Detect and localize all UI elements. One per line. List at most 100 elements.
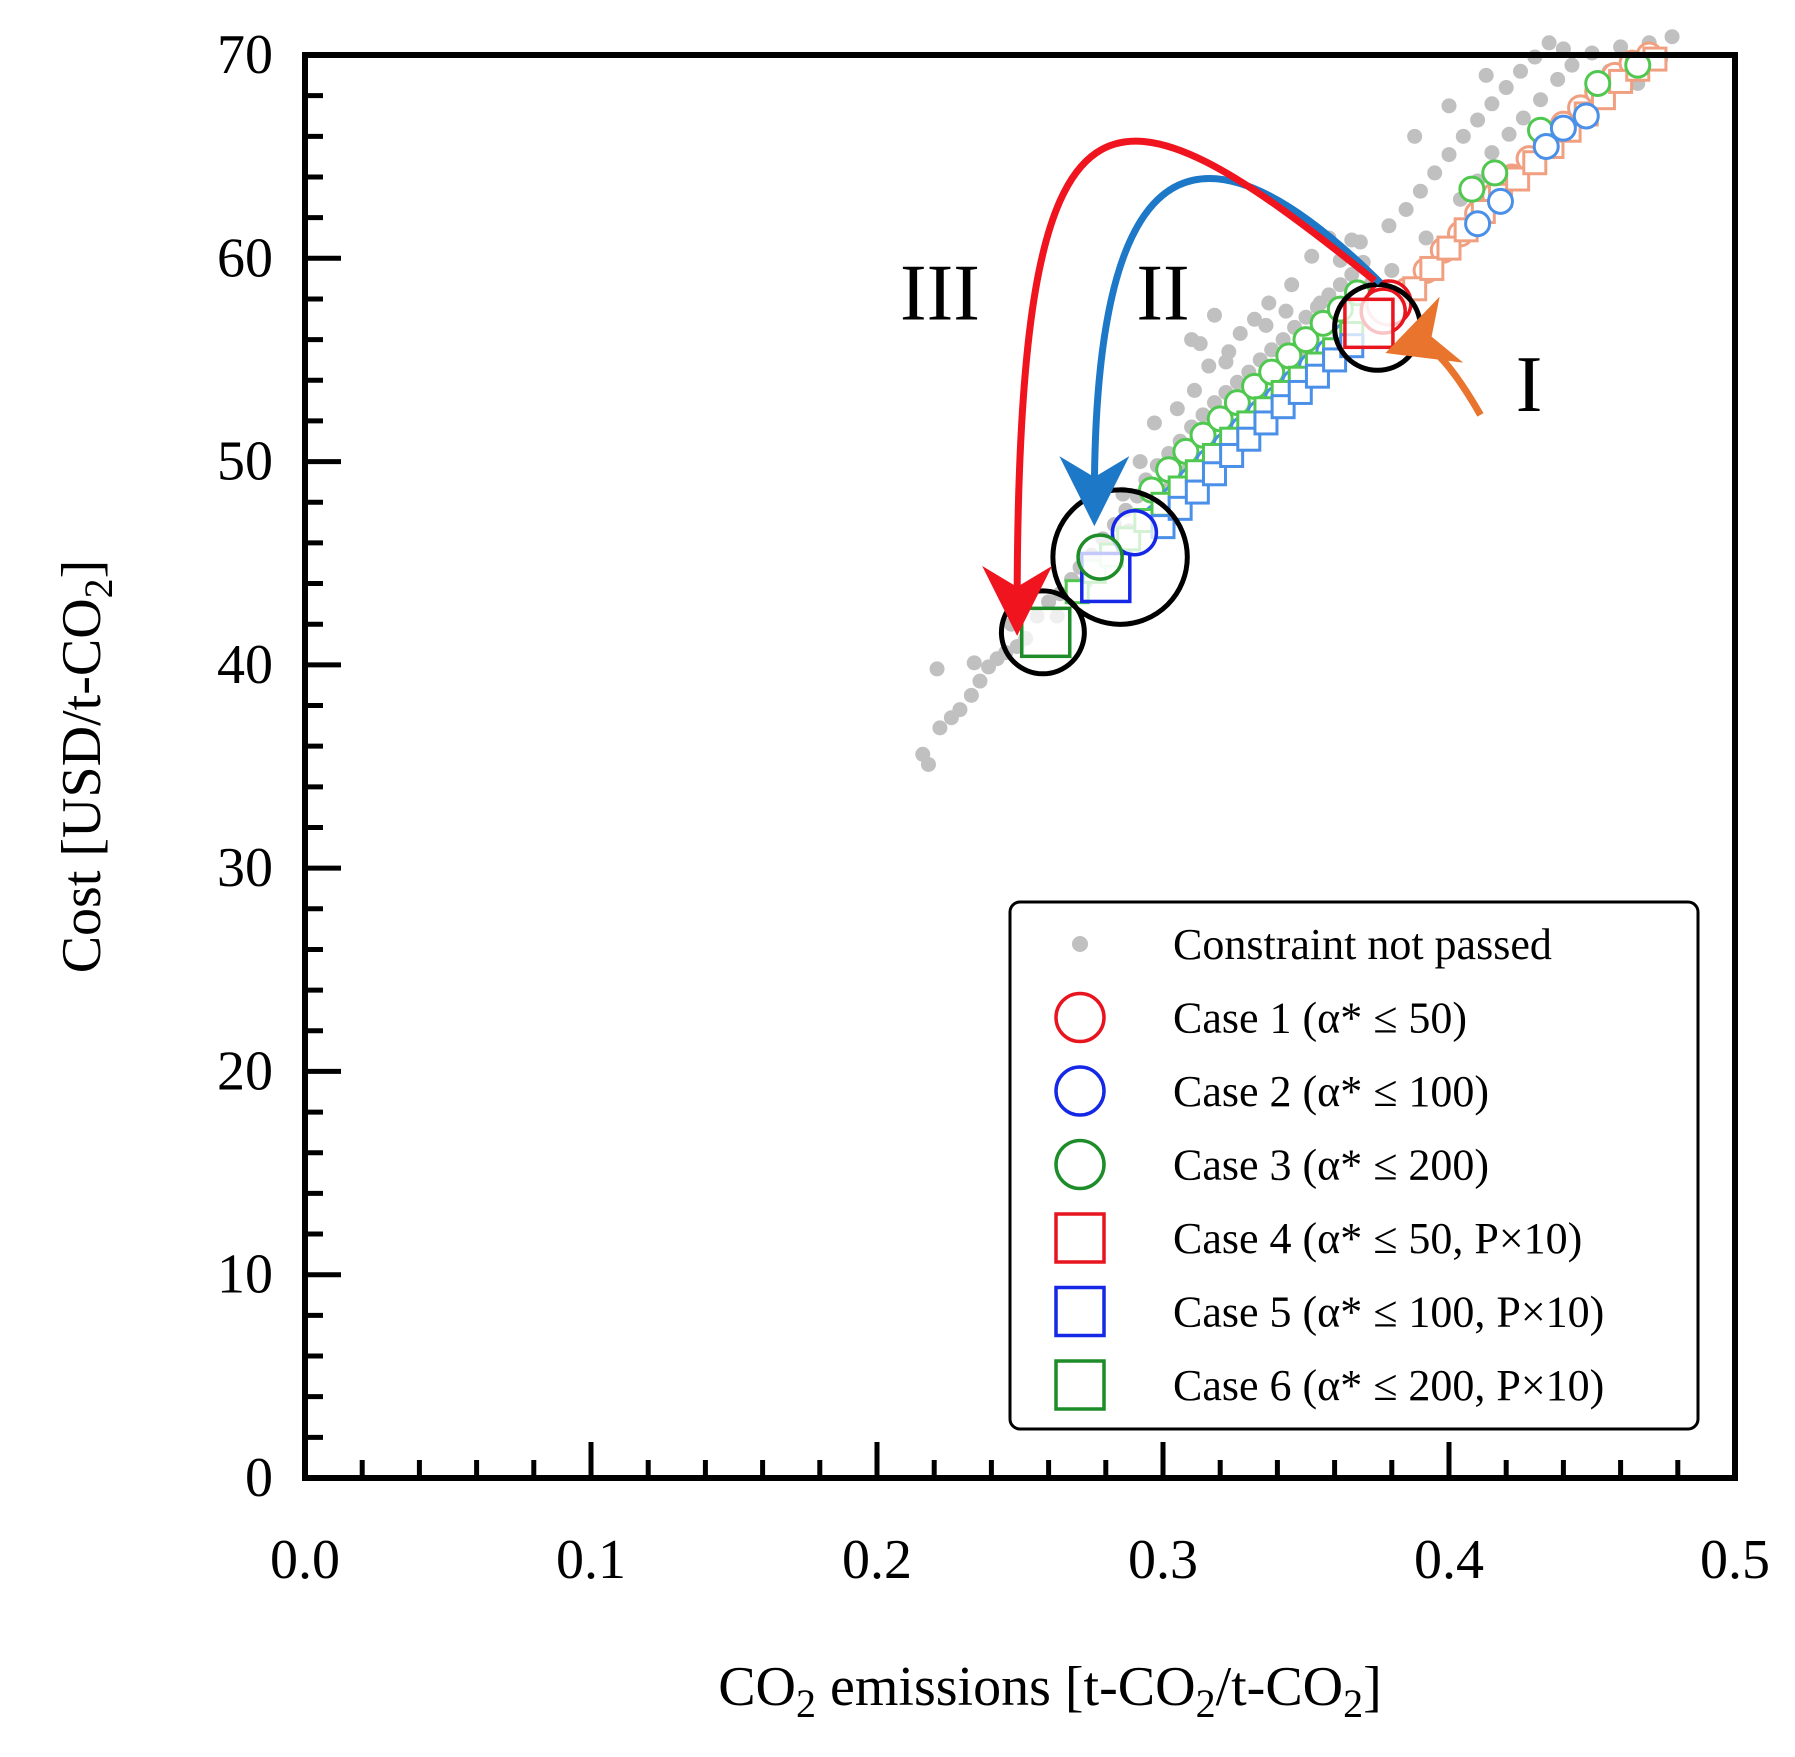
y-tick-label: 30 (217, 837, 273, 899)
scatter-layer (915, 29, 1680, 772)
x-tick-label: 0.5 (1700, 1529, 1770, 1591)
point-constraint-not-passed-63 (1412, 183, 1428, 199)
point-constraint-not-passed-43 (1344, 267, 1360, 283)
legend-entry: Case 2 (α* ≤ 100) (1054, 1065, 1489, 1117)
point-constraint-not-passed-117 (1206, 307, 1222, 323)
point-constraint-not-passed-85 (1550, 71, 1566, 87)
x-tick-label: 0.1 (556, 1529, 626, 1591)
y-axis-title-part: Cost [USD/t-CO (51, 598, 113, 973)
y-axis-title-part: ] (51, 560, 113, 579)
point-constraint-not-passed-12 (929, 661, 945, 677)
point-constraint-not-passed-54 (1261, 295, 1277, 311)
x-axis-title: CO2 emissions [t-CO2/t-CO2] (718, 1656, 1382, 1726)
point-case-4-trail-1 (1419, 255, 1445, 281)
legend-entry: Case 1 (α* ≤ 50) (1054, 991, 1467, 1044)
legend-label: Constraint not passed (1173, 920, 1552, 969)
y-axis-title-subscript: 2 (76, 578, 121, 598)
x-axis-title-part: emissions [t-CO (816, 1656, 1196, 1718)
legend-label: Case 4 (α* ≤ 50, P×10) (1173, 1214, 1582, 1263)
annotation-III-label: III (900, 249, 980, 337)
point-constraint-not-passed-6 (972, 673, 988, 689)
point-constraint-not-passed-77 (1418, 230, 1434, 246)
y-tick-label: 10 (217, 1244, 273, 1306)
point-constraint-not-passed-53 (1247, 311, 1263, 327)
legend-entry: Case 3 (α* ≤ 200) (1054, 1138, 1489, 1191)
point-case-3-200-0 (1076, 533, 1124, 581)
legend-label: Case 6 (α* ≤ 200, P×10) (1173, 1361, 1604, 1410)
point-case-2-trail-14 (1532, 132, 1560, 160)
point-constraint-not-passed-65 (1441, 147, 1457, 163)
point-constraint-not-passed-42 (1332, 277, 1348, 293)
annotation-I-arrow (1385, 296, 1484, 417)
point-case-3-trail-16 (1584, 69, 1612, 97)
point-constraint-not-passed-93 (1664, 29, 1680, 45)
point-constraint-not-passed-81 (1484, 145, 1500, 161)
point-constraint-not-passed-116 (1184, 332, 1200, 348)
point-constraint-not-passed-68 (1484, 96, 1500, 112)
point-constraint-not-passed-84 (1533, 92, 1549, 108)
arrow-layer (982, 137, 1484, 636)
legend-marker-square (1054, 1359, 1106, 1411)
point-constraint-not-passed-119 (1278, 303, 1294, 319)
point-constraint-not-passed-2 (932, 720, 948, 736)
x-tick-label: 0.3 (1128, 1529, 1198, 1591)
y-axis-title: Cost [USD/t-CO2] (51, 560, 121, 974)
point-constraint-not-passed-1 (920, 756, 936, 772)
legend-entry: Case 4 (α* ≤ 50, P×10) (1054, 1212, 1582, 1264)
point-constraint-not-passed-48 (1169, 401, 1185, 417)
legend: Constraint not passed Case 1 (α* ≤ 50) Cas… (1008, 900, 1700, 1431)
point-constraint-not-passed-58 (1304, 248, 1320, 264)
x-tick-label: 0.4 (1414, 1529, 1484, 1591)
x-tick-label: 0.2 (842, 1529, 912, 1591)
point-constraint-not-passed-69 (1498, 80, 1514, 96)
point-constraint-not-passed-46 (1132, 454, 1148, 470)
point-constraint-not-passed-4 (952, 702, 968, 718)
annotation-I-label: I (1516, 341, 1543, 429)
annotation-III-arrow (982, 137, 1377, 636)
legend-entry: Constraint not passed (1072, 920, 1552, 969)
y-tick-label: 20 (217, 1040, 273, 1102)
point-constraint-not-passed-39 (1298, 309, 1314, 325)
point-constraint-not-passed-118 (1258, 317, 1274, 333)
series-case-3-200 (1076, 533, 1124, 581)
point-constraint-not-passed-5 (963, 687, 979, 703)
legend-marker-circle (1054, 991, 1106, 1044)
legend-marker-circle (1054, 1065, 1106, 1117)
x-axis-title-subscript: 2 (1196, 1681, 1216, 1726)
point-constraint-not-passed-67 (1470, 112, 1486, 128)
point-constraint-not-passed-76 (1478, 67, 1494, 83)
point-case-2-trail-12 (1464, 210, 1492, 238)
point-case-2-trail-16 (1572, 102, 1600, 130)
y-tick-label: 60 (217, 227, 273, 289)
point-constraint-not-passed-120 (1312, 295, 1328, 311)
series-case-4-trail (1402, 46, 1668, 302)
point-constraint-not-passed-86 (1564, 57, 1580, 73)
point-case-5-trail-3 (1201, 461, 1227, 487)
point-case-4-trail-2 (1436, 235, 1462, 261)
series-case-6-200-p-10 (1019, 606, 1072, 659)
legend-label: Case 3 (α* ≤ 200) (1173, 1141, 1489, 1190)
point-constraint-not-passed-95 (1344, 232, 1360, 248)
point-constraint-not-passed-66 (1455, 128, 1471, 144)
x-axis-title-part: /t-CO (1216, 1656, 1344, 1718)
point-constraint-not-passed-83 (1515, 110, 1531, 126)
point-constraint-not-passed-13 (966, 655, 982, 671)
legend-label: Case 2 (α* ≤ 100) (1173, 1067, 1489, 1116)
legend-marker-dot (1072, 936, 1088, 952)
point-constraint-not-passed-64 (1427, 165, 1443, 181)
point-case-4-50-p-10-0 (1343, 297, 1395, 350)
point-constraint-not-passed-82 (1501, 126, 1517, 142)
x-axis-title-part: CO (718, 1656, 796, 1718)
annotation-II-arrow (1059, 175, 1383, 527)
y-tick-label: 50 (217, 431, 273, 493)
annotation-II-label: II (1136, 249, 1189, 337)
legend-label: Case 5 (α* ≤ 100, P×10) (1173, 1288, 1604, 1337)
y-tick-label: 0 (245, 1447, 273, 1509)
point-case-3-trail-14 (1481, 159, 1509, 187)
x-axis-title-part: ] (1363, 1656, 1382, 1718)
y-tick-label: 40 (217, 634, 273, 696)
point-constraint-not-passed-89 (1613, 39, 1629, 55)
